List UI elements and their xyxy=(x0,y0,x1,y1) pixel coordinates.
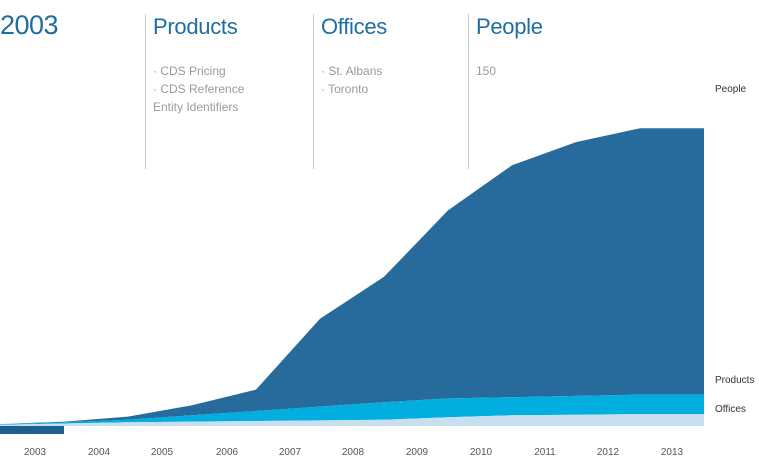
area-people xyxy=(0,128,704,425)
x-tick-label[interactable]: 2012 xyxy=(596,447,620,458)
products-list: · CDS Pricing · CDS Reference Entity Ide… xyxy=(153,62,303,116)
series-label-people: People xyxy=(715,84,747,95)
x-tick-label[interactable]: 2003 xyxy=(23,447,47,458)
products-column: Products · CDS Pricing · CDS Reference E… xyxy=(145,14,303,169)
series-label-offices: Offices xyxy=(715,404,746,415)
series-label-products: Products xyxy=(715,375,755,386)
products-heading: Products xyxy=(153,14,238,39)
x-tick-label[interactable]: 2007 xyxy=(278,447,302,458)
selected-year-marker[interactable] xyxy=(0,426,64,434)
products-item: · CDS Reference Entity Identifiers xyxy=(153,82,245,114)
area-offices xyxy=(0,414,704,426)
x-tick-label[interactable]: 2004 xyxy=(87,447,111,458)
x-tick-label[interactable]: 2008 xyxy=(341,447,365,458)
products-item: · CDS Pricing xyxy=(153,64,226,78)
selected-year-title: 2003 xyxy=(0,10,59,40)
x-tick-label[interactable]: 2009 xyxy=(405,447,429,458)
x-tick-label[interactable]: 2006 xyxy=(215,447,239,458)
x-tick-label[interactable]: 2011 xyxy=(534,447,556,458)
people-count: 150 xyxy=(476,64,497,78)
offices-list: · St. Albans · Toronto xyxy=(321,62,461,98)
offices-item: · St. Albans xyxy=(321,64,383,78)
people-column: People 150 xyxy=(468,14,626,169)
offices-column: Offices · St. Albans · Toronto xyxy=(313,14,461,169)
area-products xyxy=(0,394,704,425)
x-tick-label[interactable]: 2005 xyxy=(150,447,174,458)
offices-heading: Offices xyxy=(321,14,387,39)
x-tick-label[interactable]: 2013 xyxy=(660,447,684,458)
people-heading: People xyxy=(476,14,543,39)
offices-item: · Toronto xyxy=(321,82,369,96)
x-tick-label[interactable]: 2010 xyxy=(469,447,493,458)
